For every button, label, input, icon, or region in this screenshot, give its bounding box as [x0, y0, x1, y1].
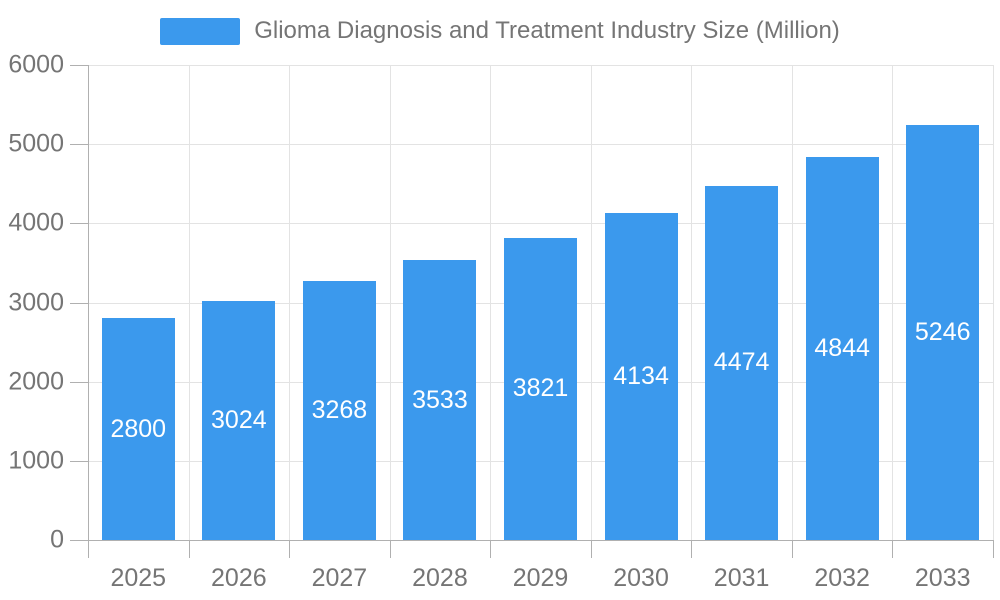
x-axis-tick [791, 540, 793, 558]
bar-value-label: 3533 [412, 385, 468, 414]
chart-title: Glioma Diagnosis and Treatment Industry … [254, 17, 840, 44]
bar-value-label: 4474 [713, 348, 770, 377]
bar-2027[interactable]: 3268 [302, 281, 376, 540]
y-axis-label: 3000 [8, 288, 64, 316]
x-axis-label: 2027 [311, 564, 368, 592]
y-axis-tick [70, 65, 88, 66]
bar-value-label: 5246 [914, 317, 971, 346]
bar-value-label: 3024 [211, 405, 267, 434]
y-axis-tick [70, 302, 88, 304]
x-axis-tick [691, 540, 693, 558]
legend-swatch-icon [160, 17, 241, 45]
x-axis-tick [993, 540, 994, 558]
gridline-horizontal [88, 144, 993, 146]
x-axis-label: 2030 [613, 564, 669, 592]
y-axis-label: 2000 [8, 367, 64, 396]
bar-2026[interactable]: 3024 [202, 300, 276, 540]
y-axis-tick [70, 540, 88, 541]
y-axis-line [88, 65, 89, 541]
gridline-vertical [389, 65, 391, 540]
y-axis-label: 4000 [8, 208, 64, 237]
gridline-horizontal [88, 65, 993, 66]
x-axis-line [88, 540, 993, 541]
x-axis-tick [490, 540, 492, 558]
bar-2028[interactable]: 3533 [403, 260, 477, 540]
y-axis-label: 1000 [8, 446, 64, 475]
bar-2029[interactable]: 3821 [504, 237, 577, 540]
x-axis-label: 2031 [713, 564, 770, 592]
x-axis-tick [289, 540, 291, 558]
gridline-vertical [691, 65, 693, 540]
bar-2031[interactable]: 4474 [705, 185, 779, 540]
bar-2033[interactable]: 5246 [906, 124, 980, 540]
y-axis-label: 5000 [8, 129, 64, 158]
gridline-vertical [188, 65, 190, 540]
gridline-vertical [590, 65, 592, 540]
y-axis-label: 6000 [8, 50, 64, 79]
x-axis-tick [590, 540, 592, 558]
x-axis-tick [892, 540, 894, 558]
y-axis-tick [70, 460, 88, 462]
x-axis-label: 2033 [914, 564, 971, 592]
bar-2032[interactable]: 4844 [805, 156, 879, 540]
legend: Glioma Diagnosis and Treatment Industry … [0, 16, 1000, 46]
y-axis-tick [70, 223, 88, 225]
x-axis-tick [88, 540, 89, 558]
x-axis-label: 2032 [814, 564, 870, 592]
bar-2030[interactable]: 4134 [604, 212, 678, 540]
x-axis-label: 2029 [512, 564, 569, 592]
gridline-vertical [993, 65, 994, 540]
x-axis-tick [389, 540, 391, 558]
x-axis-tick [188, 540, 190, 558]
bar-value-label: 2800 [110, 414, 167, 443]
bar-value-label: 4844 [814, 333, 870, 362]
bar-value-label: 3821 [512, 374, 569, 403]
x-axis-label: 2026 [211, 564, 267, 592]
y-axis-tick [70, 144, 88, 146]
gridline-vertical [892, 65, 894, 540]
gridline-vertical [791, 65, 793, 540]
gridline-vertical [490, 65, 492, 540]
gridline-horizontal [88, 223, 993, 225]
bar-value-label: 4134 [613, 361, 669, 390]
x-axis-label: 2028 [412, 564, 468, 592]
legend-item[interactable]: Glioma Diagnosis and Treatment Industry … [160, 16, 840, 46]
y-axis-tick [70, 381, 88, 383]
y-axis-label: 0 [50, 525, 64, 554]
bar-2025[interactable]: 2800 [101, 318, 175, 540]
x-axis-label: 2025 [110, 564, 167, 592]
bar-value-label: 3268 [311, 396, 368, 425]
gridline-vertical [289, 65, 291, 540]
